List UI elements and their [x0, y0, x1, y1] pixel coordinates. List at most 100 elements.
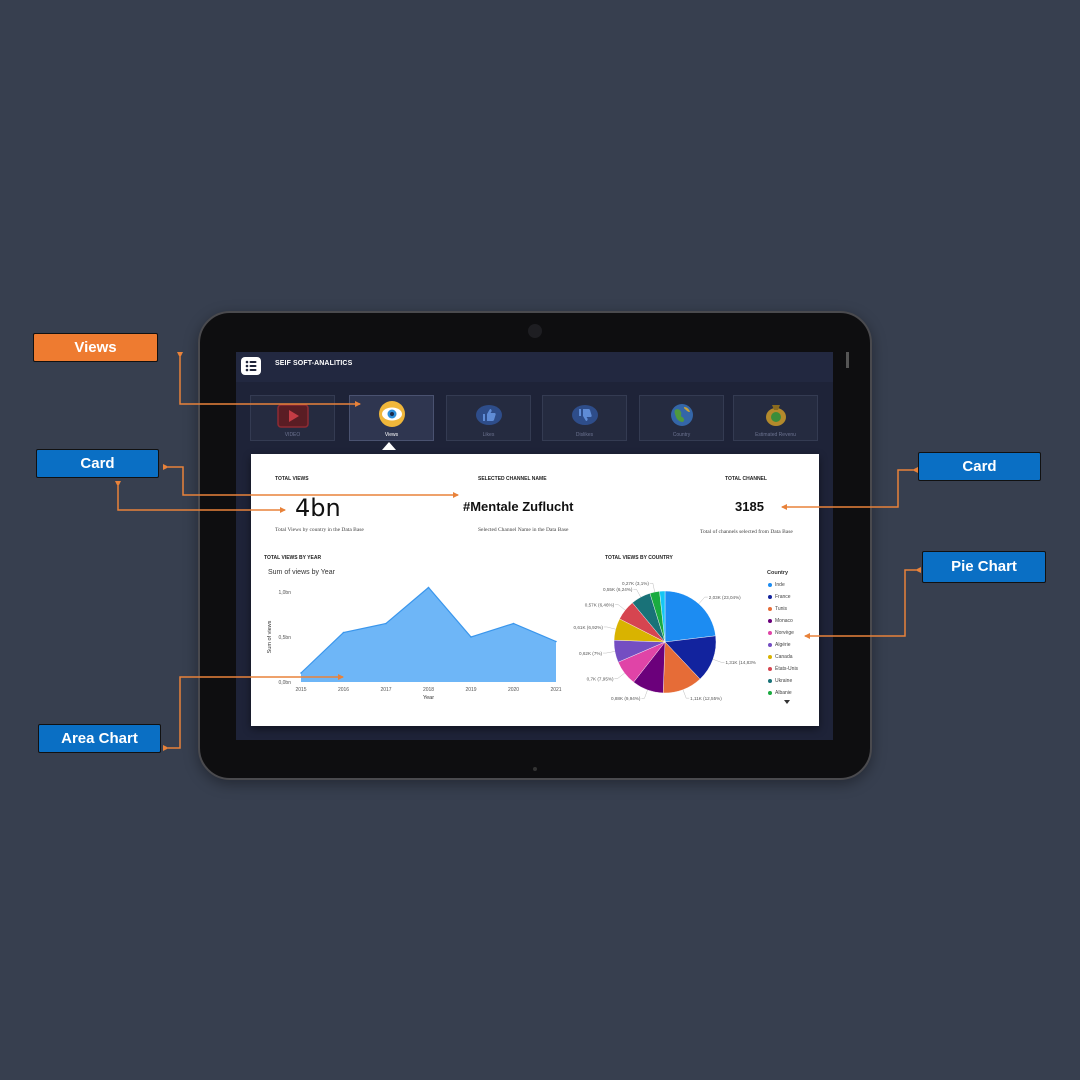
card-total-views-desc: Total Views by country in the Data Base [275, 527, 364, 533]
legend-item[interactable]: Norvège [768, 627, 798, 639]
area-chart: 0,0bn 0,5bn 1,0bn 2015 2016 2017 2018 2019 2020 2… [267, 586, 562, 701]
card-total-views-title: TOTAL VIEWS [275, 476, 309, 482]
legend-scroll-down-icon[interactable] [784, 700, 790, 704]
x-tick-label: 2015 [295, 687, 306, 693]
legend-item[interactable]: Canada [768, 651, 798, 663]
tile-label-estimated-revenue: Estimated Revenu [755, 432, 796, 438]
x-tick-label: 2018 [423, 687, 434, 693]
legend-item[interactable]: France [768, 591, 798, 603]
legend-swatch [768, 643, 772, 647]
x-axis-label: Year [423, 695, 434, 701]
side-button [846, 352, 849, 368]
legend-item[interactable]: Algérie [768, 639, 798, 651]
area-section-title: TOTAL VIEWS BY YEAR [264, 555, 322, 561]
x-tick-label: 2017 [380, 687, 391, 693]
legend-label: Inde [775, 582, 785, 588]
pie-leader-line [649, 583, 655, 593]
area-point[interactable] [342, 631, 345, 634]
top-bar: SEIF SOFT-ANALITICS [236, 352, 833, 382]
pie-leader-line [633, 589, 641, 598]
app-screen: SEIF SOFT-ANALITICS VIDEO Views Likes Di… [236, 352, 833, 740]
home-indicator [533, 767, 537, 771]
pie-data-label: 0,27K (3,1%) [622, 581, 649, 586]
area-point[interactable] [470, 636, 472, 638]
legend-title: Country [767, 570, 789, 576]
money-bag-icon [765, 405, 786, 426]
legend-label: Norvège [775, 630, 794, 636]
app-title: SEIF SOFT-ANALITICS [275, 360, 353, 367]
list-icon [245, 360, 257, 372]
legend-swatch [768, 595, 772, 599]
legend-item[interactable]: Albanie [768, 687, 798, 699]
pie-data-label: 1,31K (14,83%) [725, 660, 756, 665]
pie-slice[interactable] [664, 635, 717, 680]
legend-item[interactable]: États-Unis [768, 663, 798, 675]
callout-card-right: Card [918, 452, 1041, 481]
pie-leader-line [603, 626, 616, 630]
pie-leader-line [614, 672, 625, 679]
pie-data-label: 0,7K (7,95%) [587, 676, 614, 681]
callout-pie-chart: Pie Chart [922, 551, 1046, 583]
pie-data-label: 0,55K (6,24%) [603, 587, 633, 592]
legend-label: France [775, 594, 791, 600]
area-point[interactable] [427, 586, 430, 589]
area-point[interactable] [300, 672, 302, 674]
pie-data-label: 0,88K (9,94%) [611, 696, 641, 701]
pie-leader-line [712, 659, 725, 663]
legend-item[interactable]: Ukraine [768, 675, 798, 687]
report-page: TOTAL VIEWS 4bn Total Views by country i… [251, 454, 819, 726]
area-point[interactable] [385, 622, 387, 625]
pie-slice[interactable] [664, 590, 716, 643]
legend-swatch [768, 607, 772, 611]
tile-views[interactable]: Views [349, 395, 434, 441]
pie-section-title: TOTAL VIEWS BY COUNTRY [605, 555, 673, 561]
legend-swatch [768, 631, 772, 635]
y-tick-label: 0,5bn [278, 635, 291, 641]
legend-item[interactable]: Monaco [768, 615, 798, 627]
card-channel-name-title: SELECTED CHANNEL NAME [478, 476, 547, 482]
tile-estimated-revenue[interactable]: Estimated Revenu [733, 395, 818, 441]
tile-label-views: Views [384, 432, 399, 438]
tile-country[interactable]: Country [639, 395, 724, 441]
tile-video[interactable]: VIDEO [250, 395, 335, 441]
area-fill [301, 587, 556, 682]
thumbs-down-icon [571, 405, 598, 425]
y-axis-label: Sum of views [267, 620, 273, 653]
legend-swatch [768, 655, 772, 659]
card-total-channel-title: TOTAL CHANNEL [725, 476, 767, 482]
callout-views: Views [33, 333, 158, 362]
legend-label: Canada [775, 654, 793, 660]
pie-slice[interactable] [659, 590, 666, 643]
legend-label: Tunis [775, 606, 788, 612]
legend-swatch [768, 583, 772, 587]
legend-label: Albanie [775, 690, 792, 696]
legend-item[interactable]: Inde [768, 579, 798, 591]
play-icon [276, 404, 309, 428]
tile-label-country: Country [672, 432, 691, 438]
pie-leader-line [615, 604, 626, 611]
area-chart-title: Sum of views by Year [268, 569, 335, 576]
tile-label-likes: Likes [482, 432, 495, 438]
camera [528, 324, 542, 338]
tile-label-video: VIDEO [284, 432, 301, 438]
area-point[interactable] [555, 640, 557, 643]
card-total-channel-desc: Total of channels selected from Data Bas… [700, 529, 793, 535]
tile-likes[interactable]: Likes [446, 395, 531, 441]
legend-label: États-Unis [775, 666, 799, 672]
x-tick-label: 2020 [508, 687, 519, 693]
globe-icon [670, 404, 693, 426]
thumbs-up-icon [475, 405, 502, 425]
callout-card-left: Card [36, 449, 159, 478]
tile-dislikes[interactable]: Dislikes [542, 395, 627, 441]
pie-leader-line [698, 596, 708, 604]
pie-leader-line [641, 689, 648, 699]
menu-button[interactable] [241, 357, 261, 375]
pie-data-label: 0,57K (6,46%) [585, 602, 615, 607]
legend-item[interactable]: Tunis [768, 603, 798, 615]
pie-leader-line [682, 689, 690, 699]
pie-data-label: 0,62K (7%) [579, 651, 602, 656]
legend-swatch [768, 619, 772, 623]
pie-data-label: 2,03K (23,04%) [709, 595, 741, 600]
area-point[interactable] [512, 622, 515, 625]
y-tick-label: 0,0bn [278, 680, 291, 686]
